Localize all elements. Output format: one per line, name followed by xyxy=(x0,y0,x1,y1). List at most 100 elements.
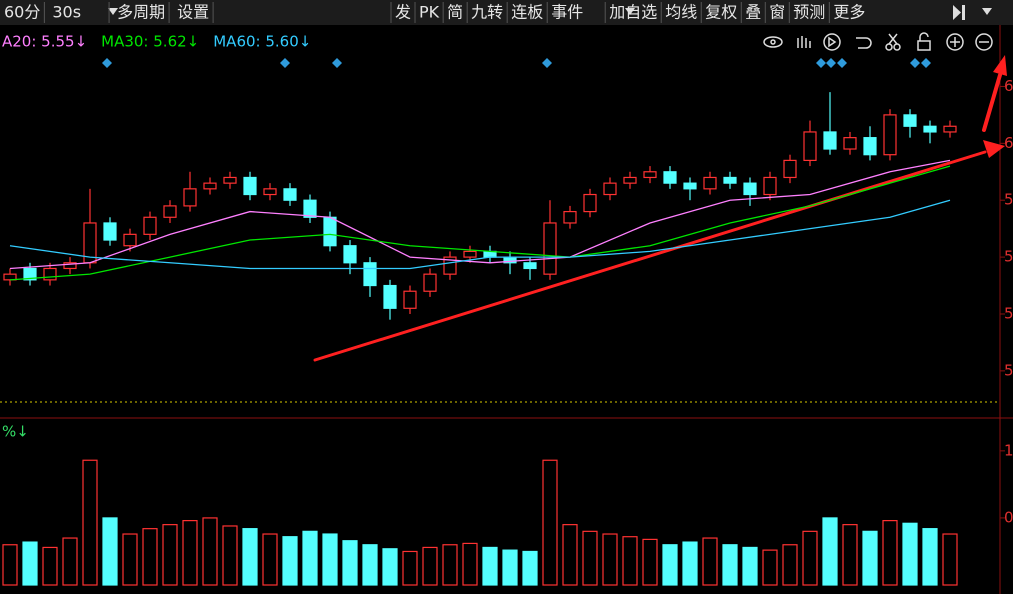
volume-bar xyxy=(702,537,718,586)
toolbar-button[interactable]: 60分 xyxy=(4,3,40,22)
volume-bar xyxy=(242,528,258,586)
toolbar-decor xyxy=(108,5,992,20)
toolbar-button[interactable]: 九转 xyxy=(471,3,503,22)
candle-body xyxy=(743,182,757,196)
volume-bar xyxy=(162,524,178,586)
candle-body xyxy=(663,171,677,184)
y-tick-label: 5 xyxy=(1004,304,1013,322)
volume-bar xyxy=(642,538,658,586)
toolbar-button[interactable]: 复权 xyxy=(705,3,737,22)
toolbar-button[interactable]: 设置 xyxy=(177,3,209,22)
candle-body xyxy=(3,273,17,281)
volume-bar xyxy=(2,544,18,586)
panel-label: %↓ xyxy=(2,423,29,441)
volume-bar xyxy=(402,550,418,586)
candle-body xyxy=(883,114,897,156)
candle-body xyxy=(643,171,657,179)
candle-body xyxy=(63,262,77,270)
candle-body xyxy=(563,210,577,224)
toolbar-button[interactable]: 连板 xyxy=(511,3,543,22)
candle-body xyxy=(703,176,717,190)
toolbar-button[interactable]: PK xyxy=(419,3,440,22)
candle-body xyxy=(863,137,877,156)
volume-bar xyxy=(802,530,818,586)
volume-bar xyxy=(942,533,958,586)
legend-entry: MA30: 5.62↓ xyxy=(101,33,199,51)
volume-bar xyxy=(342,540,358,586)
y-tick-label: 6 xyxy=(1004,134,1013,152)
volume-bar xyxy=(722,544,738,586)
candle-body xyxy=(943,125,957,133)
volume-bar xyxy=(682,541,698,586)
toolbar-button[interactable]: 预测 xyxy=(793,3,825,22)
volume-bar xyxy=(562,524,578,586)
candle-body xyxy=(683,182,697,190)
volume-bar xyxy=(582,530,598,586)
y-tick-label: 6 xyxy=(1004,77,1013,95)
volume-bar xyxy=(302,530,318,586)
volume-bar xyxy=(622,536,638,586)
volume-bar xyxy=(102,517,118,586)
toolbar-button[interactable]: 均线 xyxy=(665,3,697,22)
candle-body xyxy=(123,233,137,247)
candle-body xyxy=(903,114,917,127)
candle-body xyxy=(583,193,597,213)
volume-bar xyxy=(882,520,898,586)
toolbar-button[interactable]: 发 xyxy=(395,3,411,22)
candle-body xyxy=(423,273,437,292)
candle-body xyxy=(23,267,37,281)
toolbar-button[interactable]: 多周期 xyxy=(117,3,165,22)
ma-line xyxy=(9,199,951,270)
candle-body xyxy=(843,137,857,150)
y-tick-label: 5 xyxy=(1004,361,1013,379)
volume-bar xyxy=(442,544,458,586)
volume-bar xyxy=(222,525,238,586)
volume-bar xyxy=(662,544,678,586)
volume-bar xyxy=(382,548,398,586)
candle-body xyxy=(803,131,817,161)
candle-body xyxy=(383,284,397,309)
tool-icons[interactable] xyxy=(763,32,993,51)
volume-bar xyxy=(42,546,58,586)
y-tick-label: 0 xyxy=(1004,508,1013,526)
candle-body xyxy=(603,182,617,196)
volume-bar xyxy=(82,459,98,586)
candle-body xyxy=(823,131,837,150)
toolbar-button[interactable]: 事件 xyxy=(551,3,583,22)
candle-body xyxy=(103,222,117,241)
volume-bar xyxy=(482,546,498,586)
candle-body xyxy=(443,256,457,275)
candle-body xyxy=(143,216,157,235)
y-tick-label: 5 xyxy=(1004,191,1013,209)
candle-body xyxy=(363,262,377,287)
volume-bar xyxy=(922,528,938,586)
toolbar-button[interactable]: 简 xyxy=(447,3,463,22)
candle-body xyxy=(203,182,217,190)
toolbar-button[interactable]: 叠 xyxy=(745,3,761,22)
volume-bar xyxy=(322,533,338,586)
ma-line xyxy=(9,165,951,281)
y-tick-label: 1 xyxy=(1004,441,1013,459)
volume-bar xyxy=(822,517,838,586)
volume-bar xyxy=(862,530,878,586)
volume-bar xyxy=(842,524,858,586)
ma-line xyxy=(9,159,951,270)
candle-body xyxy=(723,176,737,184)
toolbar-button[interactable]: 更多 xyxy=(833,3,865,22)
volume-bar xyxy=(262,533,278,586)
volume-bar xyxy=(762,549,778,586)
candle-body xyxy=(623,176,637,184)
toolbar-button[interactable]: 30s xyxy=(52,3,81,22)
toolbar-button[interactable]: 加自选 xyxy=(609,3,657,22)
volume-bar xyxy=(902,522,918,586)
volume-bar xyxy=(22,541,38,586)
toolbar-button[interactable]: 窗 xyxy=(769,3,785,22)
candle-body xyxy=(523,262,537,270)
candle-body xyxy=(43,267,57,281)
volume-bar xyxy=(62,537,78,586)
candle-body xyxy=(243,176,257,196)
volume-bar xyxy=(502,549,518,586)
